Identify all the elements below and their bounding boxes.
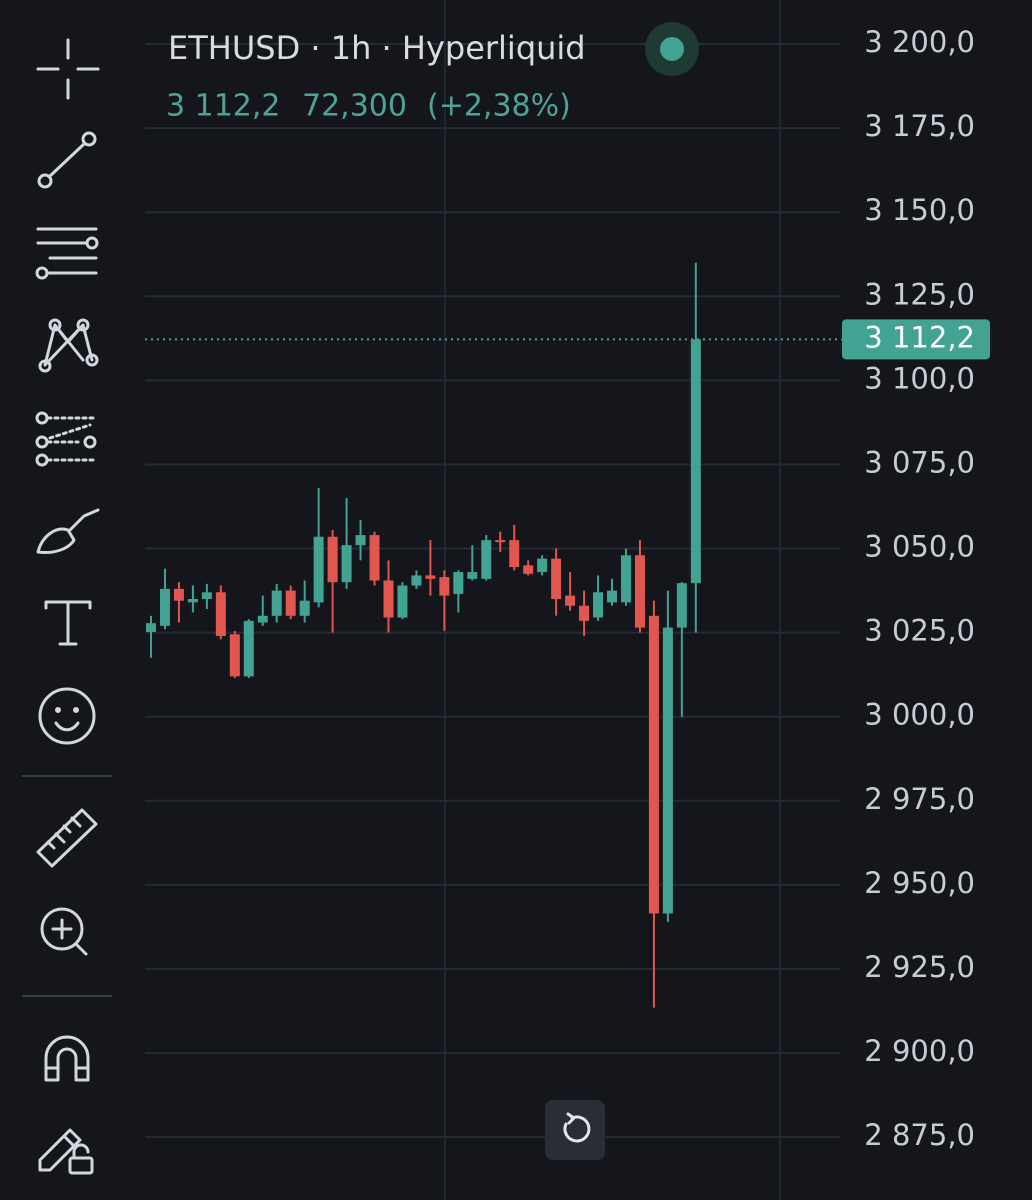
reset-icon xyxy=(566,1112,576,1125)
candle-body xyxy=(453,572,464,594)
candle-body xyxy=(662,627,673,914)
y-tick-label: 3 025,0 xyxy=(864,614,975,648)
reset-icon xyxy=(563,1115,591,1143)
grid xyxy=(145,43,840,1139)
candle-body xyxy=(355,535,366,546)
fib-tool[interactable] xyxy=(35,227,99,280)
candle-body xyxy=(523,565,534,574)
candle-body xyxy=(467,572,478,579)
candle-body xyxy=(285,590,296,616)
header-price: 3 112,2 xyxy=(166,89,281,124)
y-tick-label: 3 125,0 xyxy=(864,277,975,311)
candle-body xyxy=(187,598,198,603)
reset-button[interactable] xyxy=(545,1100,605,1160)
candle-body xyxy=(425,575,436,579)
lock-drawings-tool[interactable] xyxy=(38,1128,94,1175)
forecast-tool[interactable] xyxy=(35,411,97,467)
y-tick-label: 3 200,0 xyxy=(864,25,975,59)
candle-body xyxy=(229,634,240,677)
candle-body xyxy=(397,585,408,618)
candle-body xyxy=(327,536,338,583)
y-tick-label: 3 050,0 xyxy=(864,530,975,564)
candle-body xyxy=(495,540,506,543)
candle-body xyxy=(676,583,687,628)
header-change: 72,300 xyxy=(302,89,407,124)
candle-body xyxy=(159,588,170,626)
magnet-tool[interactable] xyxy=(44,1035,90,1082)
candle-body xyxy=(271,590,282,616)
candle-body xyxy=(341,545,352,583)
candle-body xyxy=(537,558,548,573)
trendline-tool[interactable] xyxy=(37,131,97,189)
candle-body xyxy=(173,588,184,601)
candle-body xyxy=(593,592,604,618)
y-tick-label: 3 000,0 xyxy=(864,698,975,732)
candle-body xyxy=(509,540,520,568)
y-tick-label: 3 075,0 xyxy=(864,445,975,479)
candle-body xyxy=(565,595,576,606)
candle-body xyxy=(215,592,226,636)
candle-body xyxy=(439,577,450,596)
candle-body xyxy=(481,540,492,579)
pattern-tool[interactable] xyxy=(38,318,99,373)
y-tick-label: 2 975,0 xyxy=(864,782,975,816)
candle-body xyxy=(620,555,631,603)
emoji-tool[interactable] xyxy=(38,687,96,745)
header-values: 3 112,2 72,300 (+2,38%) xyxy=(166,89,571,124)
y-tick-label: 2 900,0 xyxy=(864,1034,975,1068)
y-tick-label: 2 950,0 xyxy=(864,866,975,900)
chart-title: ETHUSD · 1h · Hyperliquid xyxy=(168,29,586,67)
y-tick-label: 3 175,0 xyxy=(864,109,975,143)
candle-body xyxy=(383,580,394,618)
candle-body xyxy=(551,558,562,599)
brush-tool[interactable] xyxy=(36,508,100,554)
reset-button-bg[interactable] xyxy=(545,1100,605,1160)
candle-body xyxy=(634,555,645,628)
candle-body xyxy=(257,615,268,623)
candle-body xyxy=(369,535,380,581)
y-tick-label: 2 925,0 xyxy=(864,950,975,984)
candle-body xyxy=(243,620,254,677)
text-tool[interactable] xyxy=(44,600,92,646)
candle-body xyxy=(146,623,156,632)
ruler-tool[interactable] xyxy=(36,808,98,868)
y-tick-label: 2 875,0 xyxy=(864,1118,975,1152)
candle-body xyxy=(313,536,324,603)
candle-body xyxy=(411,575,422,586)
last-price-tag xyxy=(842,319,990,360)
candle-body xyxy=(201,592,212,599)
y-tick-label: 3 100,0 xyxy=(864,361,975,395)
status-dot xyxy=(660,37,684,61)
crosshair-tool[interactable] xyxy=(36,38,100,100)
toolbar xyxy=(22,38,112,1175)
candle-body xyxy=(299,600,310,616)
candle-body xyxy=(607,590,618,603)
header-change-pct: (+2,38%) xyxy=(427,89,571,124)
zoom-tool[interactable] xyxy=(40,907,88,956)
y-tick-label: 3 150,0 xyxy=(864,193,975,227)
candle-body xyxy=(579,605,590,621)
candle-body xyxy=(648,615,659,914)
last-price-label: 3 112,2 xyxy=(864,320,975,354)
candle-body xyxy=(690,339,701,584)
candles xyxy=(146,262,701,1008)
